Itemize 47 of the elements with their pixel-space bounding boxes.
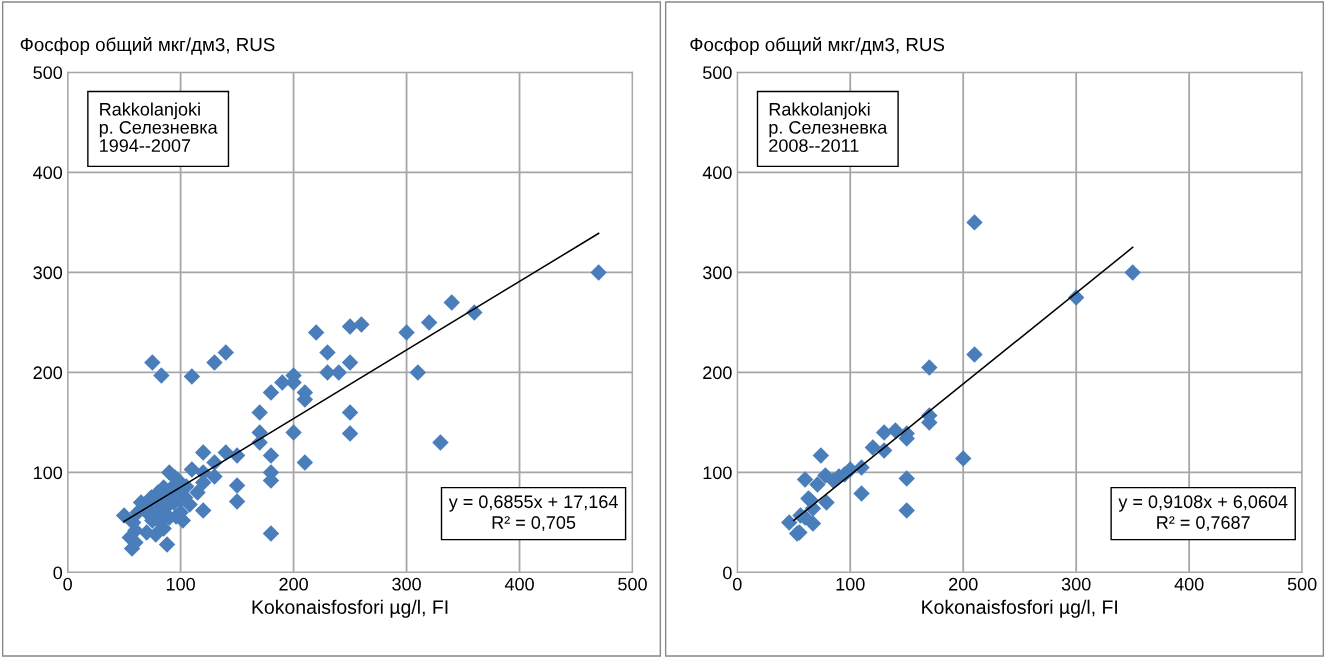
x-axis-title: Kokonaisfosfori µg/l, FI	[922, 599, 1117, 618]
annotation: Rakkolanjoki р. Селезневка 2008--2011	[769, 102, 888, 152]
point	[966, 214, 983, 231]
y-axis-title: Фосфор общий мкг/дм3, RUS	[690, 37, 945, 55]
point	[809, 476, 826, 493]
y-tick-label: 0	[723, 566, 732, 580]
x-tick-label: 400	[504, 577, 534, 591]
y-tick-label: 400	[702, 166, 732, 180]
x-tick-label: 300	[1061, 577, 1091, 591]
annotation: y = 0,6855x + 17,164 R² = 0,705	[448, 495, 618, 532]
x-tick-label: 0	[732, 577, 742, 591]
x-tick-label: 100	[166, 577, 195, 591]
point	[921, 359, 938, 376]
x-tick-label: 200	[279, 577, 308, 591]
x-tick-label: 100	[836, 577, 865, 591]
y-tick-label: 300	[33, 266, 63, 280]
point	[864, 439, 882, 456]
x-tick-label: 200	[949, 577, 978, 591]
point	[818, 494, 835, 511]
point	[898, 502, 915, 519]
point	[898, 470, 915, 487]
y-tick-label: 100	[703, 466, 732, 480]
y-tick-label: 200	[703, 366, 732, 380]
point	[875, 424, 893, 441]
point	[812, 447, 830, 464]
point	[954, 450, 972, 467]
x-tick-label: 0	[63, 577, 72, 591]
point	[1124, 264, 1141, 281]
point	[853, 485, 870, 502]
y-tick-label: 0	[53, 566, 63, 580]
y-tick-label: 300	[702, 266, 732, 280]
y-tick-label: 500	[703, 66, 732, 80]
x-tick-label: 400	[1174, 577, 1204, 591]
point	[796, 471, 814, 488]
x-tick-label: 300	[392, 577, 421, 591]
y-tick-label: 400	[33, 166, 63, 180]
annotation: Rakkolanjoki р. Селезневка 1994--2007	[99, 102, 218, 152]
y-tick-label: 100	[34, 466, 63, 480]
annotation: y = 0,9108x + 6,0604 R² = 0,7687	[1118, 495, 1288, 532]
x-tick-label: 500	[618, 577, 647, 591]
x-tick-label: 500	[1287, 577, 1317, 591]
point	[966, 346, 983, 363]
y-tick-label: 200	[33, 366, 63, 380]
y-tick-label: 500	[33, 66, 63, 80]
point	[781, 514, 798, 531]
x-axis-title: Kokonaisfosfori µg/l, FI	[252, 599, 448, 618]
y-axis-title: Фосфор общий мкг/дм3, RUS	[20, 37, 275, 55]
